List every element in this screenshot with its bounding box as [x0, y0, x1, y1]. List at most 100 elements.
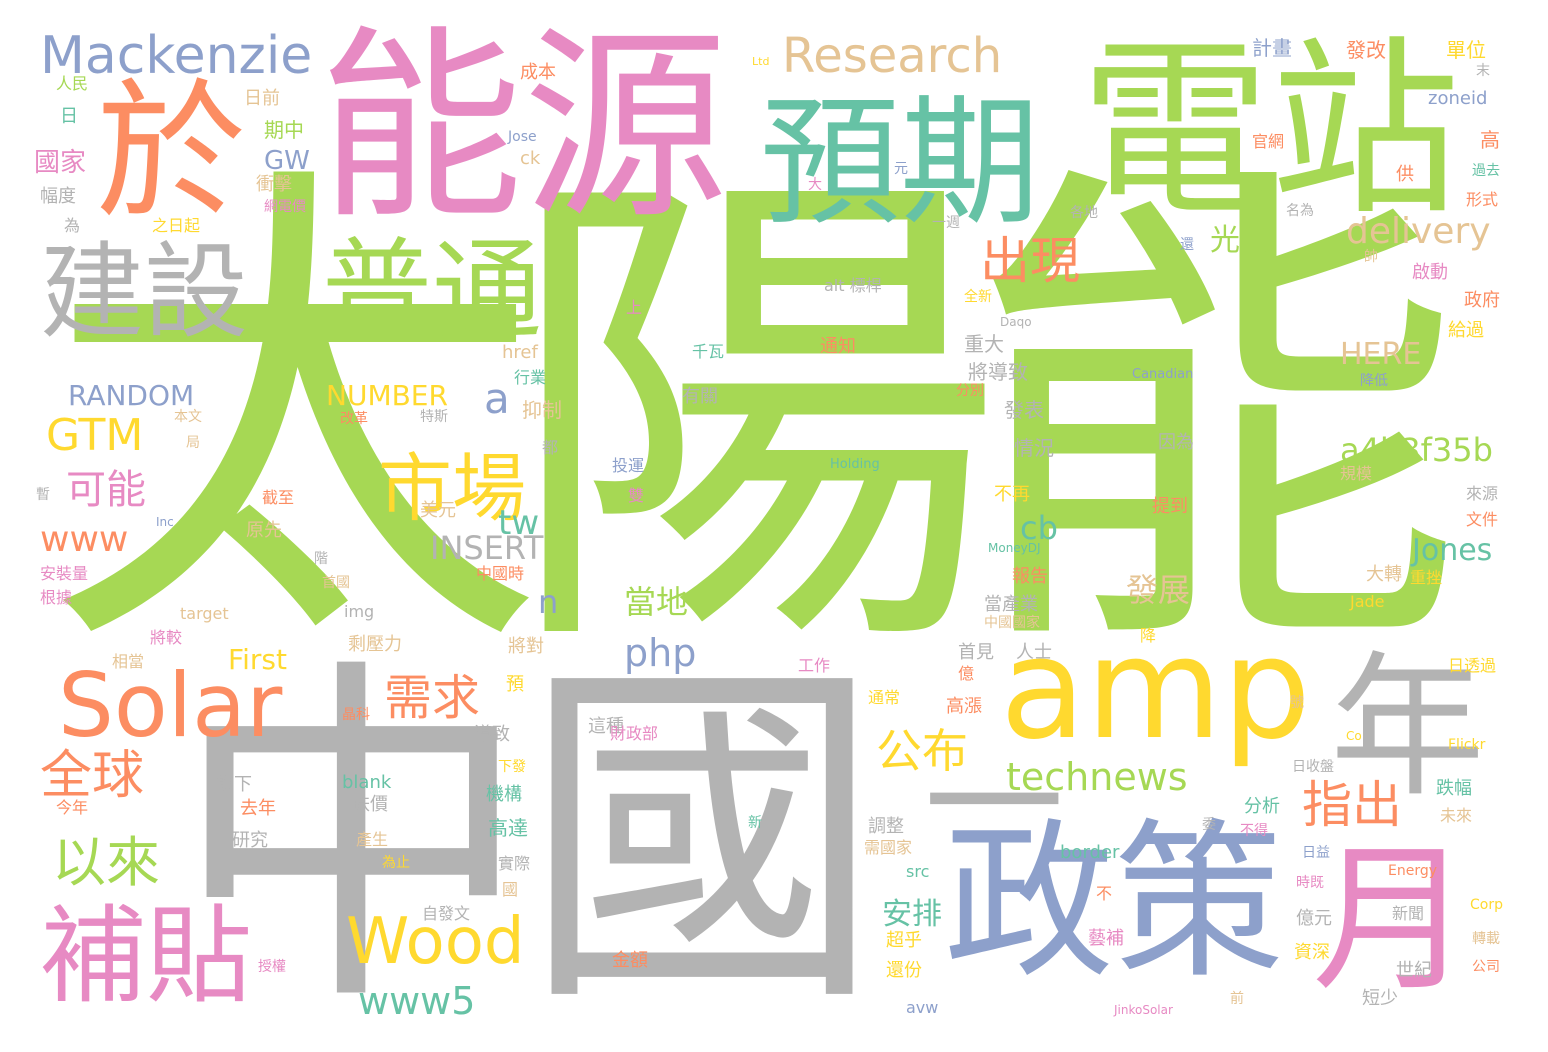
- word: 官網: [1252, 132, 1285, 151]
- word: 成本: [520, 62, 556, 83]
- word: 公布: [876, 724, 968, 778]
- word: 跌幅: [1436, 778, 1472, 799]
- word: JinkoSolar: [1114, 1003, 1173, 1017]
- word: Mackenzie: [40, 26, 313, 86]
- word: 局: [186, 435, 200, 451]
- word: 文件: [1466, 510, 1499, 529]
- word: 市場: [378, 446, 526, 532]
- word: Jade: [1350, 592, 1385, 611]
- word: avw: [906, 998, 939, 1017]
- word: 過去: [1472, 163, 1500, 179]
- word: Wood: [346, 905, 525, 979]
- word: alt 標桿: [824, 276, 882, 295]
- word: 導致: [474, 724, 510, 745]
- word: 出現: [980, 232, 1080, 290]
- word: 日收盤: [1292, 759, 1334, 775]
- word: 首國: [322, 575, 350, 591]
- word: a: [484, 374, 510, 423]
- word: technews: [1006, 755, 1188, 799]
- word: 都: [542, 438, 559, 457]
- word: 期中: [264, 118, 304, 142]
- word: 晶科: [342, 707, 370, 723]
- word: 日前: [244, 88, 280, 109]
- word: 月: [1312, 826, 1473, 1013]
- word: 雙: [628, 486, 645, 505]
- word: blank: [342, 772, 392, 793]
- word: 剩壓力: [348, 634, 402, 655]
- word: src: [906, 862, 930, 881]
- word: 安裝量: [40, 564, 89, 583]
- word: 來源: [1466, 484, 1499, 503]
- word: 國家: [34, 148, 87, 178]
- word: cb: [1020, 509, 1058, 547]
- word: First: [228, 643, 287, 676]
- word: 日: [60, 106, 78, 127]
- word: 發表: [1004, 398, 1044, 422]
- word: 降: [1140, 626, 1157, 645]
- word: 藝補: [1088, 928, 1124, 949]
- word: 這種: [588, 716, 624, 737]
- word: 全新: [964, 289, 992, 305]
- word: 於: [96, 66, 247, 240]
- word: 能源: [318, 9, 728, 247]
- word: 將對: [508, 636, 544, 657]
- word: 億: [958, 664, 975, 683]
- word: HERE: [1340, 337, 1422, 372]
- word: 億元: [1296, 908, 1332, 929]
- word: Co: [1346, 729, 1362, 743]
- word: Inc: [156, 515, 174, 529]
- word: 授權: [258, 959, 286, 975]
- word: 截至: [262, 488, 295, 507]
- word: 當地: [624, 583, 689, 621]
- word: 高漲: [946, 696, 982, 717]
- word: border: [1060, 842, 1120, 863]
- word: 短少: [1362, 988, 1398, 1009]
- word: 抑制: [522, 398, 562, 422]
- word: Daqo: [1000, 315, 1032, 329]
- word: 今年: [56, 798, 89, 817]
- word: 去年: [240, 798, 276, 819]
- word: 自發文: [422, 904, 471, 923]
- word: tw: [498, 503, 540, 543]
- word: 日益: [1302, 845, 1330, 861]
- word: GTM: [46, 410, 144, 461]
- word: Flickr: [1448, 737, 1486, 753]
- word: 中國國家: [984, 615, 1040, 631]
- word: INSERT: [430, 529, 544, 567]
- word: 發展: [1126, 571, 1191, 609]
- word: 首見: [958, 642, 994, 663]
- word: zoneid: [1428, 88, 1488, 109]
- word: 跌價: [352, 794, 388, 815]
- word: 情況: [1014, 436, 1054, 460]
- word: amp: [1000, 608, 1312, 771]
- word: 高達: [488, 816, 528, 840]
- word: 供: [1396, 164, 1414, 185]
- word: 為止: [382, 855, 410, 871]
- word: Energy: [1388, 863, 1438, 879]
- word: 各地: [1070, 205, 1098, 221]
- word: 公司: [1472, 959, 1500, 975]
- word: 改革: [340, 411, 368, 427]
- word: 談到: [1014, 290, 1050, 311]
- word: 人士: [1016, 642, 1052, 663]
- word: Canadian: [1132, 367, 1194, 382]
- word: 國: [502, 880, 519, 899]
- word: 產生: [356, 830, 389, 849]
- word: 本文: [174, 409, 202, 425]
- word: 前: [1230, 991, 1244, 1007]
- word: Jones: [1412, 533, 1493, 568]
- word: 之日起: [152, 216, 201, 235]
- word: 網電價: [264, 199, 306, 215]
- word: MoneyDJ: [988, 541, 1041, 555]
- word: 未來: [1440, 806, 1473, 825]
- word: 為: [64, 216, 81, 235]
- word: 暫: [36, 487, 50, 503]
- word: delivery: [1346, 211, 1491, 252]
- word: www: [40, 519, 129, 560]
- word: 規模: [1340, 464, 1373, 483]
- word: 新: [748, 815, 762, 831]
- word: 太陽能: [44, 127, 1464, 709]
- word: 一: [924, 724, 1065, 887]
- word: 轉載: [1472, 931, 1500, 947]
- word: ck: [520, 148, 541, 169]
